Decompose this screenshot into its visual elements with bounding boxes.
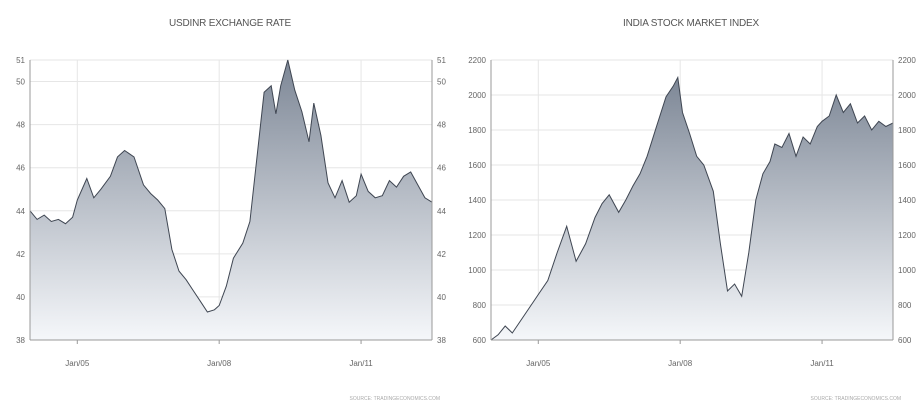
y-tick-label-right: 1400 <box>898 196 916 205</box>
y-tick-label-left: 44 <box>16 207 25 216</box>
y-tick-label-right: 46 <box>437 164 446 173</box>
chart-source: SOURCE: TRADINGECONOMICS.COM <box>811 396 901 402</box>
india-stock-chart-panel: INDIA STOCK MARKET INDEX 600 800 1000 1200 1… <box>461 0 921 406</box>
y-tick-label-left: 2200 <box>468 56 486 65</box>
series-line <box>29 59 433 313</box>
y-tick-label-left: 38 <box>16 336 25 345</box>
y-tick-label-left: 600 <box>473 336 487 345</box>
y-tick-label-right: 600 <box>898 336 912 345</box>
y-tick-label-left: 48 <box>16 121 25 130</box>
y-tick-label-left: 1800 <box>468 126 486 135</box>
y-tick-label-right: 2000 <box>898 91 916 100</box>
y-tick-label-right: 1000 <box>898 266 916 275</box>
y-tick-label-right: 1200 <box>898 231 916 240</box>
y-tick-label-right: 2200 <box>898 56 916 65</box>
y-tick-label-left: 50 <box>16 78 25 87</box>
y-tick-label-right: 50 <box>437 78 446 87</box>
y-tick-label-left: 800 <box>473 301 487 310</box>
series-line <box>490 75 894 341</box>
y-tick-label-left: 1600 <box>468 161 486 170</box>
x-tick-label: Jan/05 <box>65 359 90 368</box>
usdinr-chart-panel: USDINR EXCHANGE RATE 38 40 42 44 46 48 50 51 38… <box>0 0 460 406</box>
x-tick-label: Jan/05 <box>526 359 551 368</box>
x-tick-label: Jan/11 <box>349 359 373 368</box>
chart-title: INDIA STOCK MARKET INDEX <box>623 18 760 29</box>
y-tick-label-right: 42 <box>437 250 446 259</box>
y-tick-label-left: 51 <box>16 56 25 65</box>
series-area <box>30 60 432 340</box>
x-tick-label: Jan/11 <box>810 359 834 368</box>
x-tick-label: Jan/08 <box>668 359 693 368</box>
y-tick-label-right: 38 <box>437 336 446 345</box>
y-tick-label-left: 42 <box>16 250 25 259</box>
y-tick-label-right: 44 <box>437 207 446 216</box>
india-stock-chart: INDIA STOCK MARKET INDEX 600 800 1000 1200 1… <box>468 18 916 402</box>
y-tick-label-left: 1200 <box>468 231 486 240</box>
y-tick-label-right: 1600 <box>898 161 916 170</box>
y-tick-label-right: 800 <box>898 301 912 310</box>
chart-title: USDINR EXCHANGE RATE <box>169 18 291 29</box>
y-tick-label-left: 1400 <box>468 196 486 205</box>
y-tick-label-right: 40 <box>437 293 446 302</box>
x-tick-label: Jan/08 <box>207 359 232 368</box>
usdinr-chart: USDINR EXCHANGE RATE 38 40 42 44 46 48 50 51 38… <box>16 18 446 402</box>
series-area <box>491 77 893 340</box>
y-tick-label-left: 2000 <box>468 91 486 100</box>
y-tick-label-left: 46 <box>16 164 25 173</box>
chart-source: SOURCE: TRADINGECONOMICS.COM <box>350 396 440 402</box>
y-tick-label-left: 40 <box>16 293 25 302</box>
y-tick-label-right: 1800 <box>898 126 916 135</box>
y-tick-label-right: 51 <box>437 56 446 65</box>
y-tick-label-left: 1000 <box>468 266 486 275</box>
y-tick-label-right: 48 <box>437 121 446 130</box>
